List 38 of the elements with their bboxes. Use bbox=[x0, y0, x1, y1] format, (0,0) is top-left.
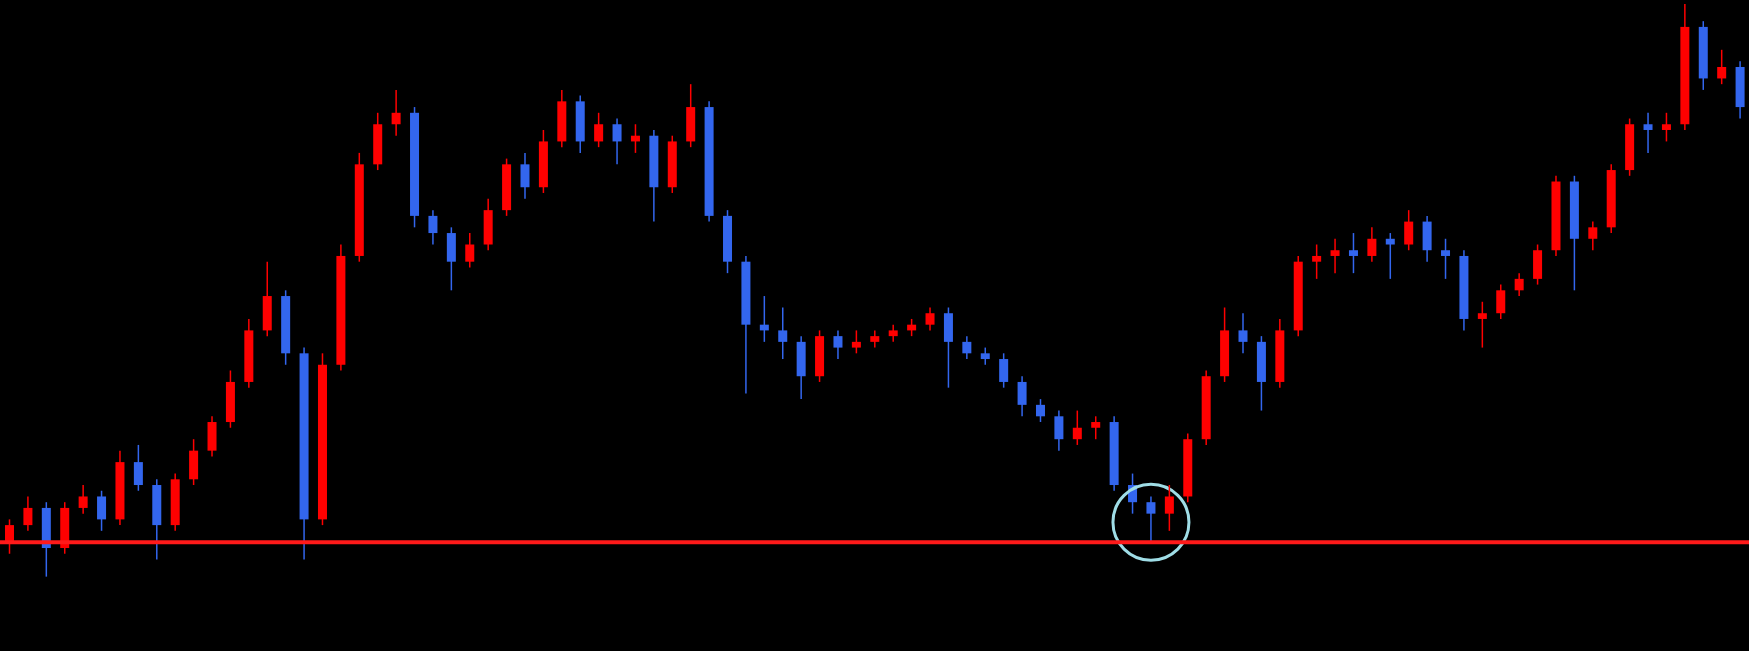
candlestick bbox=[612, 117, 622, 166]
candlestick bbox=[1367, 226, 1377, 263]
candlestick bbox=[833, 329, 843, 360]
candlestick bbox=[1661, 112, 1671, 143]
candlestick bbox=[1238, 312, 1248, 355]
candlestick bbox=[851, 329, 861, 355]
candlestick bbox=[870, 329, 880, 349]
candlestick bbox=[1312, 243, 1322, 280]
candlestick bbox=[1477, 301, 1487, 349]
candlestick bbox=[1330, 238, 1340, 274]
candlestick bbox=[520, 152, 530, 200]
candlestick bbox=[428, 209, 438, 246]
candlestick bbox=[1441, 238, 1451, 280]
candlestick bbox=[1348, 232, 1358, 274]
candlestick bbox=[1091, 415, 1101, 440]
candlestick bbox=[925, 306, 935, 332]
candlestick bbox=[1514, 272, 1524, 297]
candlestick bbox=[1017, 375, 1027, 418]
candlestick bbox=[1496, 283, 1506, 320]
candlestick bbox=[1385, 232, 1395, 280]
candlestick bbox=[391, 89, 401, 137]
candlestick bbox=[97, 490, 107, 532]
candlestick bbox=[133, 444, 143, 492]
candlestick bbox=[78, 484, 88, 515]
candlestick bbox=[1643, 112, 1653, 154]
candlestick bbox=[1717, 49, 1727, 85]
candlestick bbox=[465, 232, 475, 269]
candlestick bbox=[1164, 484, 1174, 532]
candlestick bbox=[1588, 220, 1598, 251]
candlestick bbox=[1035, 398, 1045, 423]
candlestick bbox=[962, 335, 972, 360]
candlestick bbox=[778, 306, 788, 360]
candlestick bbox=[594, 112, 604, 148]
candlestick bbox=[1054, 409, 1064, 452]
candlestick bbox=[23, 495, 33, 532]
candlestick bbox=[1072, 409, 1082, 446]
candlestick bbox=[999, 352, 1009, 389]
candlestick bbox=[1404, 209, 1414, 251]
